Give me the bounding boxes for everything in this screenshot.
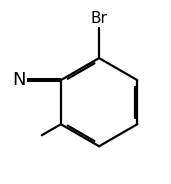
Text: Br: Br <box>91 11 108 26</box>
Text: N: N <box>12 71 26 89</box>
